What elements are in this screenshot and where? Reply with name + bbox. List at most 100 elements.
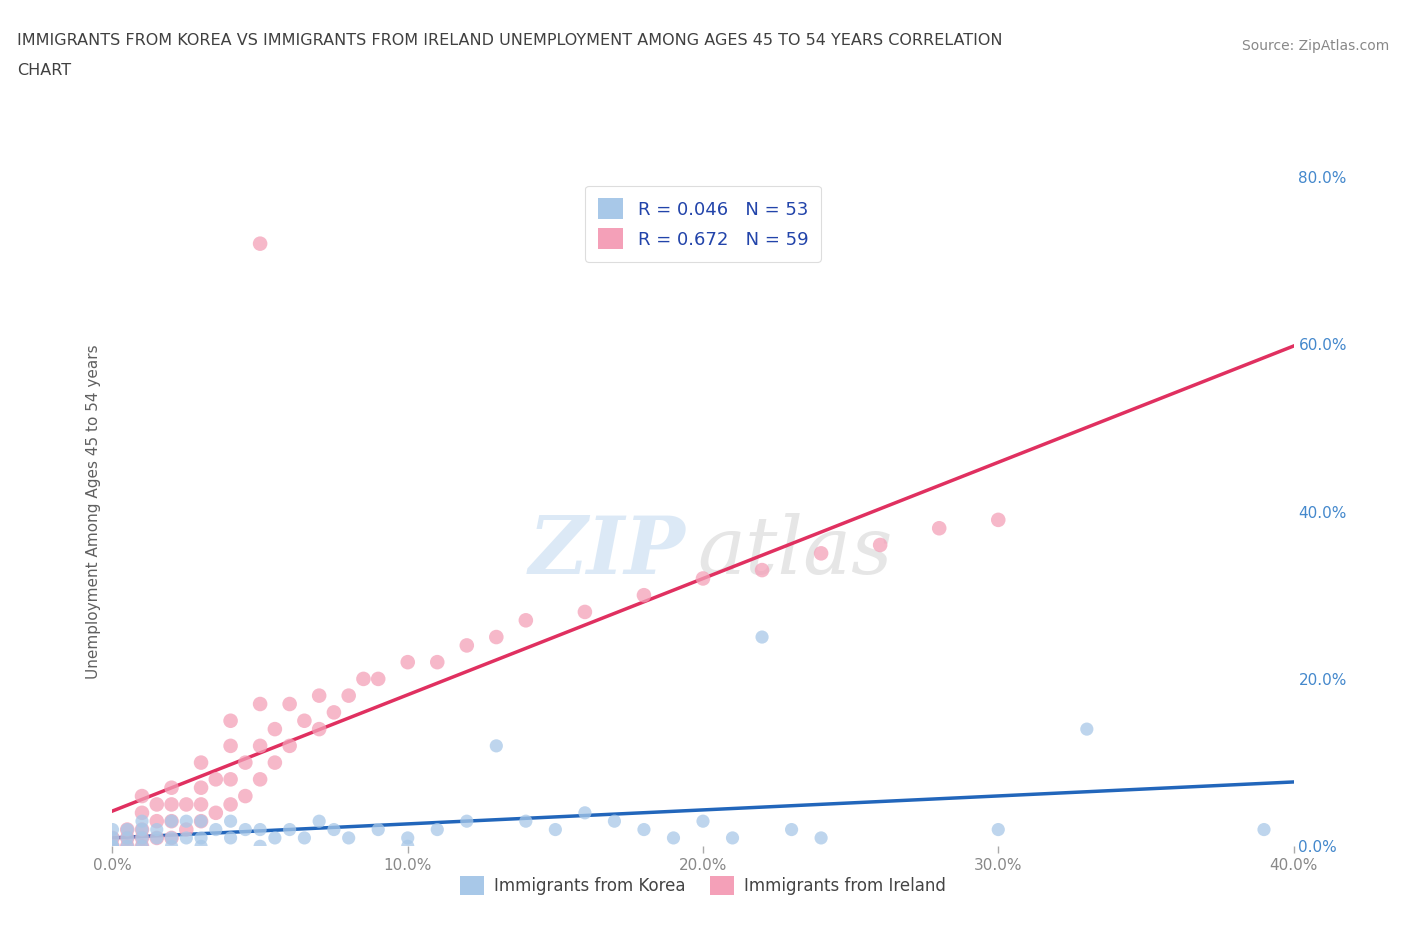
- Point: [249, 697, 271, 711]
- Point: [278, 738, 301, 753]
- Point: [146, 830, 169, 845]
- Point: [160, 814, 183, 829]
- Point: [515, 613, 537, 628]
- Point: [515, 814, 537, 829]
- Point: [205, 772, 228, 787]
- Point: [780, 822, 803, 837]
- Point: [117, 839, 138, 854]
- Point: [574, 805, 596, 820]
- Point: [278, 697, 301, 711]
- Point: [131, 822, 153, 837]
- Point: [928, 521, 950, 536]
- Point: [323, 822, 346, 837]
- Point: [131, 805, 153, 820]
- Point: [160, 780, 183, 795]
- Point: [308, 688, 330, 703]
- Point: [160, 814, 183, 829]
- Point: [174, 830, 197, 845]
- Point: [117, 822, 138, 837]
- Point: [751, 630, 773, 644]
- Point: [810, 830, 832, 845]
- Point: [456, 638, 478, 653]
- Point: [131, 830, 153, 845]
- Point: [810, 546, 832, 561]
- Point: [249, 738, 271, 753]
- Point: [190, 830, 212, 845]
- Point: [101, 830, 124, 845]
- Point: [396, 655, 419, 670]
- Point: [249, 772, 271, 787]
- Point: [308, 722, 330, 737]
- Point: [219, 830, 242, 845]
- Point: [131, 789, 153, 804]
- Point: [249, 839, 271, 854]
- Point: [131, 830, 153, 845]
- Text: ZIP: ZIP: [529, 513, 685, 591]
- Point: [692, 814, 714, 829]
- Point: [987, 512, 1010, 527]
- Point: [544, 822, 567, 837]
- Point: [101, 839, 124, 854]
- Point: [146, 797, 169, 812]
- Point: [146, 814, 169, 829]
- Point: [323, 705, 346, 720]
- Point: [146, 822, 169, 837]
- Point: [662, 830, 685, 845]
- Point: [574, 604, 596, 619]
- Point: [190, 797, 212, 812]
- Point: [117, 830, 138, 845]
- Point: [131, 822, 153, 837]
- Point: [233, 822, 256, 837]
- Text: atlas: atlas: [697, 513, 893, 591]
- Point: [190, 780, 212, 795]
- Point: [692, 571, 714, 586]
- Point: [292, 713, 315, 728]
- Point: [633, 822, 655, 837]
- Point: [456, 814, 478, 829]
- Point: [751, 563, 773, 578]
- Y-axis label: Unemployment Among Ages 45 to 54 years: Unemployment Among Ages 45 to 54 years: [86, 344, 101, 679]
- Point: [633, 588, 655, 603]
- Point: [264, 722, 287, 737]
- Point: [264, 830, 287, 845]
- Point: [190, 839, 212, 854]
- Point: [131, 814, 153, 829]
- Point: [233, 755, 256, 770]
- Point: [190, 814, 212, 829]
- Point: [190, 814, 212, 829]
- Point: [308, 814, 330, 829]
- Point: [101, 822, 124, 837]
- Point: [131, 839, 153, 854]
- Point: [219, 797, 242, 812]
- Point: [219, 814, 242, 829]
- Point: [117, 830, 138, 845]
- Point: [721, 830, 744, 845]
- Point: [174, 822, 197, 837]
- Point: [101, 839, 124, 854]
- Text: CHART: CHART: [17, 63, 70, 78]
- Point: [869, 538, 891, 552]
- Point: [987, 822, 1010, 837]
- Point: [131, 839, 153, 854]
- Point: [337, 830, 360, 845]
- Point: [264, 755, 287, 770]
- Point: [160, 797, 183, 812]
- Point: [426, 822, 449, 837]
- Point: [117, 822, 138, 837]
- Point: [337, 688, 360, 703]
- Point: [278, 822, 301, 837]
- Point: [117, 839, 138, 854]
- Point: [101, 830, 124, 845]
- Point: [603, 814, 626, 829]
- Point: [205, 822, 228, 837]
- Point: [367, 671, 389, 686]
- Point: [1253, 822, 1275, 837]
- Point: [249, 822, 271, 837]
- Point: [174, 814, 197, 829]
- Point: [219, 738, 242, 753]
- Point: [205, 805, 228, 820]
- Point: [219, 713, 242, 728]
- Point: [160, 830, 183, 845]
- Point: [396, 830, 419, 845]
- Text: Source: ZipAtlas.com: Source: ZipAtlas.com: [1241, 39, 1389, 53]
